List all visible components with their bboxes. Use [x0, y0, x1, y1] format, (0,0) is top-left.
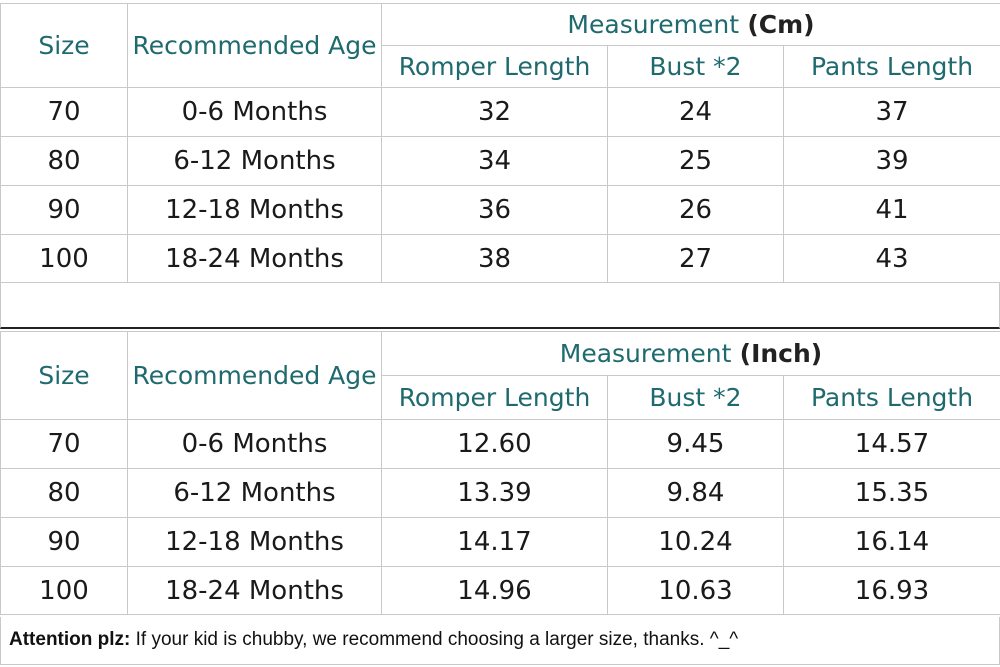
table-row: 100 18-24 Months 38 27 43	[0, 234, 1000, 283]
cell-age: 18-24 Months	[127, 566, 382, 615]
table-row: 80 6-12 Months 34 25 39	[0, 136, 1000, 186]
cell-pants: 43	[783, 234, 1000, 283]
cell-bust: 25	[607, 136, 784, 186]
cell-romper: 36	[381, 185, 608, 235]
cell-age: 12-18 Months	[127, 517, 382, 567]
cell-romper: 12.60	[381, 419, 608, 469]
cell-size: 100	[0, 234, 128, 283]
cell-romper: 13.39	[381, 468, 608, 518]
cell-bust: 10.63	[607, 566, 784, 615]
cell-age: 12-18 Months	[127, 185, 382, 235]
table-row: 90 12-18 Months 36 26 41	[0, 185, 1000, 235]
attention-text: If your kid is chubby, we recommend choo…	[130, 629, 739, 650]
attention-label: Attention plz:	[9, 629, 131, 650]
cell-pants: 41	[783, 185, 1000, 235]
cell-bust: 24	[607, 87, 784, 137]
cell-romper: 14.17	[381, 517, 608, 567]
measurement-title: Measurement	[559, 338, 732, 368]
cell-bust: 9.45	[607, 419, 784, 469]
cell-romper: 34	[381, 136, 608, 186]
header-pants-length: Pants Length	[783, 375, 1000, 420]
header-measurement: Measurement (Inch)	[381, 331, 1000, 376]
cell-bust: 26	[607, 185, 784, 235]
cell-size: 90	[0, 185, 128, 235]
header-romper-length: Romper Length	[381, 45, 608, 88]
cell-bust: 9.84	[607, 468, 784, 518]
cell-romper: 38	[381, 234, 608, 283]
header-recommended-age: Recommended Age	[127, 331, 382, 420]
cell-age: 6-12 Months	[127, 468, 382, 518]
cell-age: 0-6 Months	[127, 87, 382, 137]
header-romper-length: Romper Length	[381, 375, 608, 420]
header-pants-length: Pants Length	[783, 45, 1000, 88]
cell-size: 100	[0, 566, 128, 615]
cell-age: 0-6 Months	[127, 419, 382, 469]
cell-romper: 14.96	[381, 566, 608, 615]
cell-romper: 32	[381, 87, 608, 137]
table-row: 100 18-24 Months 14.96 10.63 16.93	[0, 566, 1000, 615]
size-chart-inch-table: Size Recommended Age Measurement (Inch) …	[0, 331, 1000, 615]
header-bust: Bust *2	[607, 45, 784, 88]
cell-pants: 37	[783, 87, 1000, 137]
table-row: 80 6-12 Months 13.39 9.84 15.35	[0, 468, 1000, 518]
cell-bust: 27	[607, 234, 784, 283]
table-row: 70 0-6 Months 32 24 37	[0, 87, 1000, 137]
attention-note: Attention plz: If your kid is chubby, we…	[0, 617, 1000, 665]
header-measurement: Measurement (Cm)	[381, 3, 1000, 46]
cell-pants: 14.57	[783, 419, 1000, 469]
cell-size: 80	[0, 136, 128, 186]
table-row: 70 0-6 Months 12.60 9.45 14.57	[0, 419, 1000, 469]
cell-pants: 16.14	[783, 517, 1000, 567]
cell-bust: 10.24	[607, 517, 784, 567]
cell-pants: 39	[783, 136, 1000, 186]
cell-pants: 16.93	[783, 566, 1000, 615]
cell-age: 6-12 Months	[127, 136, 382, 186]
size-chart-cm-table: Size Recommended Age Measurement (Cm) Ro…	[0, 3, 1000, 283]
table-row: 90 12-18 Months 14.17 10.24 16.14	[0, 517, 1000, 567]
header-size: Size	[0, 3, 128, 88]
cell-pants: 15.35	[783, 468, 1000, 518]
cell-size: 70	[0, 87, 128, 137]
header-recommended-age: Recommended Age	[127, 3, 382, 88]
measurement-unit: (Inch)	[739, 338, 823, 368]
cell-age: 18-24 Months	[127, 234, 382, 283]
cell-size: 70	[0, 419, 128, 469]
cell-size: 80	[0, 468, 128, 518]
header-bust: Bust *2	[607, 375, 784, 420]
header-size: Size	[0, 331, 128, 420]
cell-size: 90	[0, 517, 128, 567]
measurement-title: Measurement	[567, 9, 740, 39]
table-separator	[0, 282, 1000, 329]
measurement-unit: (Cm)	[747, 9, 815, 39]
